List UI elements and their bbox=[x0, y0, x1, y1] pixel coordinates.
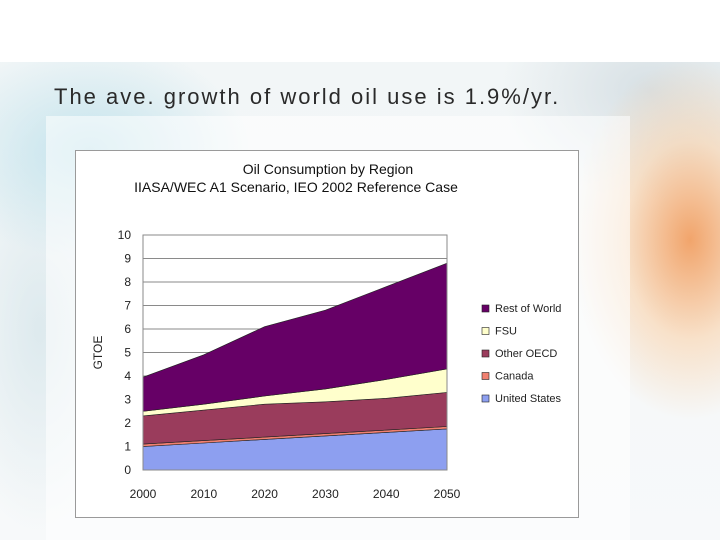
chart-subtitle: IIASA/WEC A1 Scenario, IEO 2002 Referenc… bbox=[134, 179, 458, 195]
y-tick-label: 1 bbox=[124, 440, 131, 454]
y-tick-label: 7 bbox=[124, 299, 131, 313]
y-tick-label: 8 bbox=[124, 275, 131, 289]
y-tick-label: 0 bbox=[124, 463, 131, 477]
x-tick-label: 2030 bbox=[312, 487, 339, 501]
plot-frame bbox=[142, 234, 448, 471]
y-tick-label: 4 bbox=[124, 369, 131, 383]
y-axis-label: GTOE bbox=[91, 336, 105, 370]
legend-label: Other OECD bbox=[495, 348, 557, 360]
top-band bbox=[0, 0, 720, 62]
legend-label: United States bbox=[495, 393, 562, 405]
x-tick-label: 2050 bbox=[434, 487, 461, 501]
y-tick-label: 5 bbox=[124, 346, 131, 360]
x-tick-label: 2020 bbox=[251, 487, 278, 501]
chart-container: Oil Consumption by Region IIASA/WEC A1 S… bbox=[75, 150, 579, 518]
x-tick-label: 2000 bbox=[130, 487, 157, 501]
y-tick-label: 9 bbox=[124, 252, 131, 266]
x-tick-label: 2040 bbox=[373, 487, 400, 501]
oil-consumption-chart: 0 1 2 3 4 5 6 7 8 9 10 2000 2010 2020 2030 2040 2050 GTOE… bbox=[91, 228, 562, 501]
legend-swatch bbox=[481, 327, 490, 335]
legend-label: FSU bbox=[495, 326, 517, 338]
legend-swatch bbox=[481, 394, 490, 403]
y-tick-label: 6 bbox=[124, 322, 131, 336]
chart-title: Oil Consumption by Region bbox=[242, 161, 414, 177]
x-tick-label: 2010 bbox=[190, 487, 217, 501]
y-tick-label: 2 bbox=[124, 416, 131, 430]
y-tick-label: 10 bbox=[118, 228, 132, 242]
legend-swatch bbox=[481, 372, 490, 380]
legend-label: Rest of World bbox=[495, 303, 561, 315]
y-tick-label: 3 bbox=[124, 393, 131, 407]
slide-title: The ave. growth of world oil use is 1.9%… bbox=[54, 84, 561, 109]
legend-swatch bbox=[481, 349, 490, 358]
legend-swatch bbox=[481, 304, 490, 313]
legend-label: Canada bbox=[495, 371, 534, 383]
